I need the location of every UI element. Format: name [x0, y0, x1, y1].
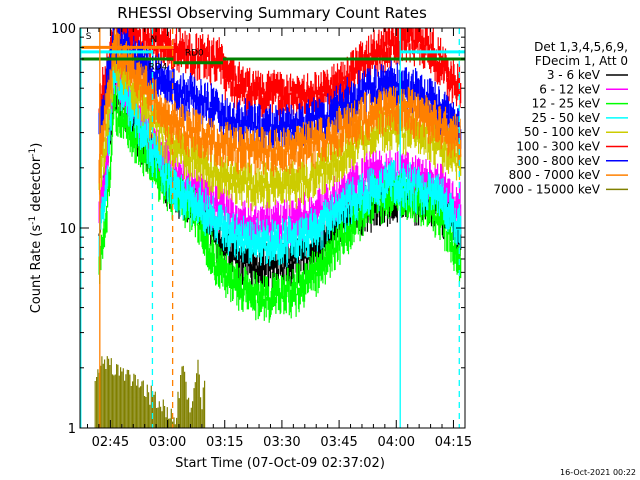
legend-entry-2: 6 - 12 keV: [539, 82, 601, 96]
annotation-rd4: RD4: [149, 63, 168, 73]
legend-entry-3: 12 - 25 keV: [532, 97, 601, 111]
y-axis-label-main: Count Rate (s: [29, 225, 44, 314]
series-9-line: [94, 356, 206, 428]
x-tick-label-2: 03:00: [149, 435, 186, 450]
y-axis-ticks: 1 10 100: [51, 22, 465, 437]
series-4-line: [98, 52, 462, 268]
legend-entry-7: 300 - 800 keV: [516, 154, 600, 168]
annotation-rd0: RD0: [185, 48, 204, 58]
flag-layer: [80, 45, 465, 65]
legend-entry-4: 25 - 50 keV: [532, 111, 601, 125]
y-axis-label-sup: -1: [28, 216, 38, 225]
x-tick-label-7: 04:15: [435, 435, 472, 450]
timestamp: 16-Oct-2021 00:22: [560, 468, 636, 477]
x-tick-label-4: 03:30: [263, 435, 300, 450]
x-tick-label-1: 02:45: [92, 435, 129, 450]
legend-header-line-1: Det 1,3,4,5,6,9,: [534, 40, 628, 54]
series-layer: [94, 28, 462, 428]
series-4-trace: [98, 52, 462, 268]
legend-entry-5: 50 - 100 keV: [524, 125, 601, 139]
x-tick-label-5: 03:45: [320, 435, 357, 450]
legend-entry-8: 800 - 7000 keV: [509, 168, 601, 182]
annotation-layer: S N RD0 RD4: [86, 32, 204, 72]
y-axis-label: Count Rate (s-1 detector-1): [28, 143, 44, 314]
chart-title: RHESSI Observing Summary Count Rates: [117, 4, 427, 22]
y-axis-label-rest: detector: [29, 156, 44, 216]
series-8-trace: [98, 28, 462, 184]
annotation-s: S: [86, 32, 92, 42]
legend-entry-9: 7000 - 15000 keV: [493, 182, 600, 196]
y-axis-label-end: ): [29, 143, 44, 148]
legend-header-line-2: FDecim 1, Att 0: [535, 54, 628, 68]
x-axis-ticks: 02:45 03:00 03:15 03:30 03:45 04:00 04:15: [87, 28, 472, 450]
x-tick-label-3: 03:15: [206, 435, 243, 450]
annotation-n: N: [151, 35, 158, 45]
series-8-line: [98, 28, 462, 184]
x-axis-label: Start Time (07-Oct-09 02:37:02): [175, 456, 385, 471]
x-tick-label-6: 04:00: [378, 435, 415, 450]
y-tick-label-3: 100: [51, 22, 76, 37]
legend-entry-1: 3 - 6 keV: [547, 68, 601, 82]
legend: Det 1,3,4,5,6,9, FDecim 1, Att 0 3 - 6 k…: [493, 40, 628, 196]
y-tick-label-1: 1: [68, 422, 76, 437]
y-axis-label-sup2: -1: [28, 148, 38, 157]
legend-entry-6: 100 - 300 keV: [516, 140, 600, 154]
series-9-trace: [94, 356, 206, 428]
y-tick-label-2: 10: [59, 222, 76, 237]
